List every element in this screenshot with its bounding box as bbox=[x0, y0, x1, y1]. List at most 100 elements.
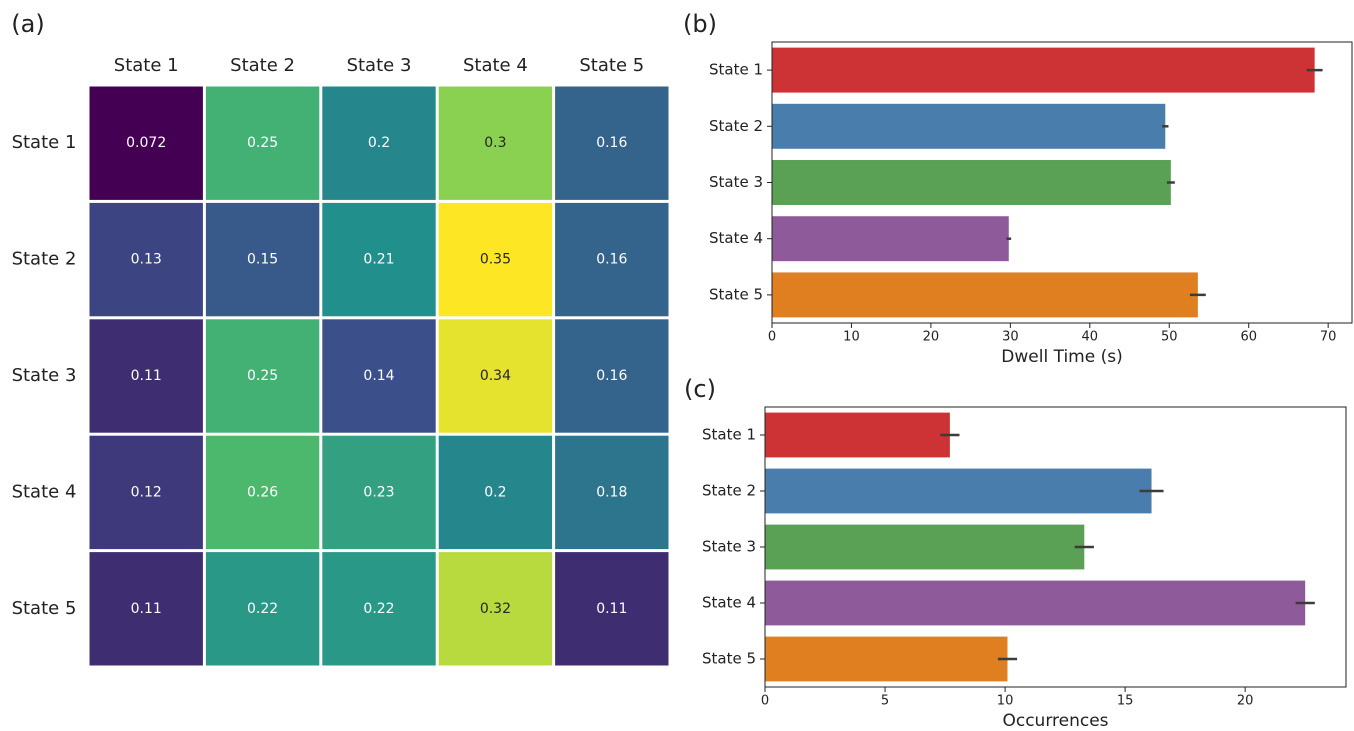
cell-value: 0.072 bbox=[126, 135, 166, 151]
x-tick-label: 30 bbox=[1002, 330, 1019, 345]
cell-value: 0.11 bbox=[131, 601, 162, 617]
cell-value: 0.35 bbox=[480, 252, 511, 268]
heatmap-cell bbox=[438, 319, 553, 433]
y-tick-label: State 5 bbox=[702, 650, 756, 668]
cell-value: 0.21 bbox=[363, 252, 394, 268]
y-tick-label: State 4 bbox=[709, 229, 763, 247]
heatmap-cell bbox=[555, 552, 669, 666]
row-label: State 3 bbox=[12, 365, 77, 386]
bar bbox=[772, 103, 1166, 149]
x-tick-label: 60 bbox=[1240, 330, 1257, 345]
x-tick-label: 15 bbox=[1117, 694, 1134, 709]
bar bbox=[765, 412, 950, 458]
cell-value: 0.32 bbox=[480, 601, 511, 617]
y-tick-label: State 3 bbox=[709, 173, 763, 191]
bar bbox=[772, 160, 1171, 205]
column-label: State 5 bbox=[579, 55, 644, 76]
heatmap-cell bbox=[555, 86, 669, 200]
cell-value: 0.11 bbox=[131, 368, 162, 384]
heatmap-cell bbox=[322, 86, 436, 200]
y-tick-label: State 3 bbox=[702, 538, 756, 556]
cell-value: 0.22 bbox=[363, 601, 394, 617]
cell-value: 0.2 bbox=[484, 484, 506, 500]
bar bbox=[765, 468, 1152, 514]
cell-value: 0.18 bbox=[596, 484, 627, 500]
bar bbox=[765, 524, 1085, 570]
bar bbox=[772, 47, 1315, 93]
x-tick-label: 50 bbox=[1161, 330, 1178, 345]
x-tick-label: 0 bbox=[768, 330, 776, 345]
heatmap-cell bbox=[322, 202, 436, 317]
heatmap-cell bbox=[555, 435, 669, 550]
heatmap-cell bbox=[438, 202, 553, 317]
cell-value: 0.2 bbox=[368, 135, 390, 151]
x-tick-label: 5 bbox=[881, 694, 889, 709]
column-label: State 4 bbox=[463, 55, 528, 76]
row-label: State 2 bbox=[12, 249, 77, 270]
x-tick-label: 70 bbox=[1320, 330, 1337, 345]
x-tick-label: 40 bbox=[1082, 330, 1099, 345]
panel-label: (b) bbox=[683, 10, 717, 38]
y-tick-label: State 4 bbox=[702, 594, 756, 612]
cell-value: 0.25 bbox=[247, 135, 278, 151]
cell-value: 0.14 bbox=[363, 368, 394, 384]
heatmap-cell bbox=[438, 552, 553, 666]
heatmap-cell bbox=[555, 319, 669, 433]
cell-value: 0.16 bbox=[596, 135, 627, 151]
y-tick-label: State 2 bbox=[702, 482, 756, 500]
heatmap-cell bbox=[205, 435, 320, 550]
x-axis-label: Dwell Time (s) bbox=[1001, 347, 1122, 367]
heatmap-cell bbox=[555, 202, 669, 317]
cell-value: 0.13 bbox=[131, 252, 162, 268]
heatmap-cell bbox=[205, 86, 320, 200]
cell-value: 0.15 bbox=[247, 252, 278, 268]
cell-value: 0.22 bbox=[247, 601, 278, 617]
cell-value: 0.3 bbox=[484, 135, 506, 151]
heatmap-cell bbox=[89, 435, 203, 550]
plot-frame bbox=[771, 41, 1353, 324]
bar bbox=[765, 580, 1306, 626]
x-tick-label: 0 bbox=[761, 694, 769, 709]
heatmap-cell bbox=[322, 552, 436, 666]
panel-label: (a) bbox=[11, 10, 44, 38]
heatmap-cell bbox=[438, 435, 553, 550]
column-label: State 2 bbox=[230, 55, 295, 76]
heatmap-cell bbox=[438, 86, 553, 200]
cell-value: 0.12 bbox=[131, 484, 162, 500]
bar bbox=[772, 216, 1009, 262]
x-tick-label: 20 bbox=[923, 330, 940, 345]
panel-label: (c) bbox=[684, 375, 716, 403]
cell-value: 0.11 bbox=[596, 601, 627, 617]
row-label: State 5 bbox=[12, 598, 77, 619]
x-tick-label: 20 bbox=[1237, 694, 1254, 709]
cell-value: 0.16 bbox=[596, 368, 627, 384]
cell-value: 0.23 bbox=[363, 484, 394, 500]
y-tick-label: State 5 bbox=[709, 285, 763, 303]
plot-frame bbox=[764, 406, 1347, 688]
heatmap-cell bbox=[322, 319, 436, 433]
heatmap-cell bbox=[89, 552, 203, 666]
cell-value: 0.25 bbox=[247, 368, 278, 384]
y-tick-label: State 2 bbox=[709, 117, 763, 135]
row-label: State 4 bbox=[12, 481, 77, 502]
heatmap-cell bbox=[89, 86, 203, 200]
cell-value: 0.26 bbox=[247, 484, 278, 500]
heatmap-cell bbox=[205, 319, 320, 433]
heatmap-cell bbox=[205, 552, 320, 666]
cell-value: 0.16 bbox=[596, 252, 627, 268]
row-label: State 1 bbox=[12, 132, 77, 153]
heatmap-cell bbox=[89, 319, 203, 433]
column-label: State 1 bbox=[114, 55, 179, 76]
x-axis-label: Occurrences bbox=[1002, 711, 1108, 731]
x-tick-label: 10 bbox=[997, 694, 1014, 709]
cell-value: 0.34 bbox=[480, 368, 511, 384]
bar bbox=[765, 636, 1008, 682]
bar bbox=[772, 272, 1198, 318]
y-tick-label: State 1 bbox=[702, 426, 756, 444]
column-label: State 3 bbox=[347, 55, 412, 76]
heatmap-cell bbox=[322, 435, 436, 550]
y-tick-label: State 1 bbox=[709, 61, 763, 79]
heatmap-cell bbox=[205, 202, 320, 317]
heatmap-cell bbox=[89, 202, 203, 317]
